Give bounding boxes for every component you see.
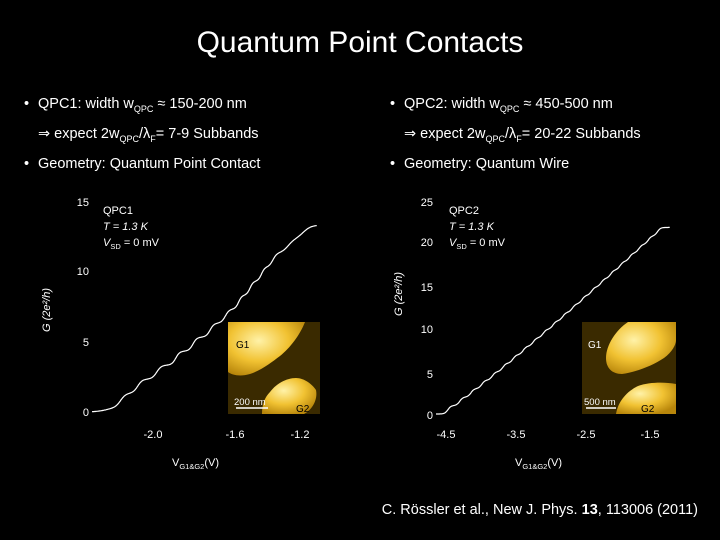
citation: C. Rössler et al., New J. Phys. 13, 1130… <box>382 502 698 518</box>
left-bullet-list: • QPC1: width wQPC ≈ 150-200 nm ⇒ expect … <box>24 92 260 177</box>
qpc1-y-axis-label: G (2e²/h) <box>41 288 53 332</box>
qpc1-legend-bias: VSD = 0 mV <box>103 237 160 251</box>
qpc1-gate-g1-shape <box>228 322 305 376</box>
qpc1-inset-g1-label: G1 <box>236 340 250 351</box>
citation-details: , 113006 (2011) <box>597 502 698 518</box>
qpc2-y-tick-label: 20 <box>421 237 433 249</box>
slide-title: Quantum Point Contacts <box>196 26 524 59</box>
qpc1-legend-name: QPC1 <box>103 205 133 217</box>
qpc2-gate-g2-shape <box>616 382 676 414</box>
qpc2-x-tick-labels: -4.5 -3.5 -2.5 -1.5 <box>437 429 660 441</box>
citation-volume: 13 <box>581 502 598 518</box>
bullet-qpc1-geometry: • Geometry: Quantum Point Contact <box>24 152 260 177</box>
qpc1-y-tick-label: 15 <box>77 197 89 209</box>
qpc2-legend: QPC2 T = 1.3 K VSD = 0 mV <box>449 205 506 251</box>
bullet-text: = 20-22 Subbands <box>521 125 641 142</box>
qpc1-x-tick-label: -1.6 <box>226 429 245 441</box>
bullet-text: /λ <box>138 125 151 142</box>
bullet-subscript: QPC <box>499 103 520 114</box>
qpc2-legend-temp: T = 1.3 K <box>449 221 495 233</box>
qpc2-chart: G1 G2 500 nm 25 20 15 10 5 0 -4.5 -3.5 -… <box>393 197 676 471</box>
qpc1-conductance-curve <box>92 225 317 413</box>
qpc2-x-tick-label: -1.5 <box>641 429 660 441</box>
qpc2-inset-g2-label: G2 <box>641 404 655 415</box>
qpc1-inset-g2-label: G2 <box>296 404 310 415</box>
qpc2-y-tick-labels: 25 20 15 10 5 0 <box>421 197 433 422</box>
bullet-text: QPC2: width w <box>404 96 500 112</box>
qpc1-y-tick-label: 5 <box>83 337 89 349</box>
qpc2-y-tick-label: 0 <box>427 410 433 422</box>
qpc1-chart: G1 G2 200 nm 15 10 5 0 -2.0 -1.6 -1.2 G … <box>41 197 320 471</box>
bullet-subscript: F <box>150 133 156 144</box>
bullet-qpc1-width: • QPC1: width wQPC ≈ 150-200 nm <box>24 92 260 122</box>
qpc2-inset: G1 G2 500 nm <box>582 322 676 415</box>
qpc1-inset: G1 G2 200 nm <box>228 322 320 415</box>
bullet-qpc2-width: • QPC2: width wQPC ≈ 450-500 nm <box>390 92 641 122</box>
bullet-text: = 7-9 Subbands <box>155 125 259 142</box>
bullet-subscript: QPC <box>133 103 154 114</box>
bullet-dot-icon: • <box>24 155 30 172</box>
qpc1-inset-scale-label: 200 nm <box>234 397 266 408</box>
qpc2-inset-scale-label: 500 nm <box>584 397 616 408</box>
bullet-text: Geometry: Quantum Point Contact <box>38 155 261 172</box>
bullet-dot-icon: • <box>390 155 396 172</box>
bullet-text: Geometry: Quantum Wire <box>404 155 570 172</box>
qpc1-x-tick-labels: -2.0 -1.6 -1.2 <box>144 429 310 441</box>
qpc2-conductance-curve <box>436 226 670 415</box>
bullet-subscript: F <box>516 133 522 144</box>
qpc2-legend-bias: VSD = 0 mV <box>449 237 506 251</box>
qpc2-x-tick-label: -4.5 <box>437 429 456 441</box>
bullet-text: QPC1: width w <box>38 96 134 112</box>
bullet-qpc2-geometry: • Geometry: Quantum Wire <box>390 152 641 177</box>
qpc2-inset-g1-label: G1 <box>588 340 602 351</box>
bullet-qpc2-expect: ⇒ expect 2wQPC/λF= 20-22 Subbands <box>390 122 641 152</box>
qpc2-x-axis-label: VG1&G2(V) <box>515 457 562 471</box>
qpc2-y-tick-label: 25 <box>421 197 433 209</box>
qpc1-legend-temp: T = 1.3 K <box>103 221 149 233</box>
qpc2-x-tick-label: -2.5 <box>577 429 596 441</box>
bullet-text: ⇒ expect 2w <box>404 125 486 142</box>
qpc2-gate-g1-shape <box>606 322 676 374</box>
right-bullet-list: • QPC2: width wQPC ≈ 450-500 nm ⇒ expect … <box>390 92 641 177</box>
qpc1-y-tick-label: 0 <box>83 407 89 419</box>
qpc2-y-tick-label: 5 <box>427 369 433 381</box>
qpc1-x-axis-label: VG1&G2(V) <box>172 457 219 471</box>
qpc1-x-tick-label: -2.0 <box>144 429 163 441</box>
bullet-dot-icon: • <box>24 96 30 112</box>
bullet-subscript: QPC <box>119 133 139 144</box>
bullet-text: ≈ 150-200 nm <box>153 96 247 112</box>
qpc2-y-tick-label: 15 <box>421 282 433 294</box>
qpc2-y-axis-label: G (2e²/h) <box>393 272 405 316</box>
qpc2-y-tick-label: 10 <box>421 324 433 336</box>
bullet-subscript: QPC <box>485 133 505 144</box>
bullet-text: ≈ 450-500 nm <box>519 96 613 112</box>
qpc1-y-tick-label: 10 <box>77 266 89 278</box>
bullet-text: /λ <box>504 125 517 142</box>
bullet-text: ⇒ expect 2w <box>38 125 120 142</box>
citation-authors: C. Rössler et al., New J. Phys. <box>381 502 582 518</box>
qpc2-legend-name: QPC2 <box>449 205 479 217</box>
qpc1-gate-g2-shape <box>262 378 317 414</box>
bullet-qpc1-expect: ⇒ expect 2wQPC/λF= 7-9 Subbands <box>24 122 260 152</box>
bullet-dot-icon: • <box>390 96 396 112</box>
qpc1-legend: QPC1 T = 1.3 K VSD = 0 mV <box>103 205 160 251</box>
qpc1-y-tick-labels: 15 10 5 0 <box>77 197 89 419</box>
qpc2-x-tick-label: -3.5 <box>507 429 526 441</box>
qpc1-x-tick-label: -1.2 <box>291 429 310 441</box>
